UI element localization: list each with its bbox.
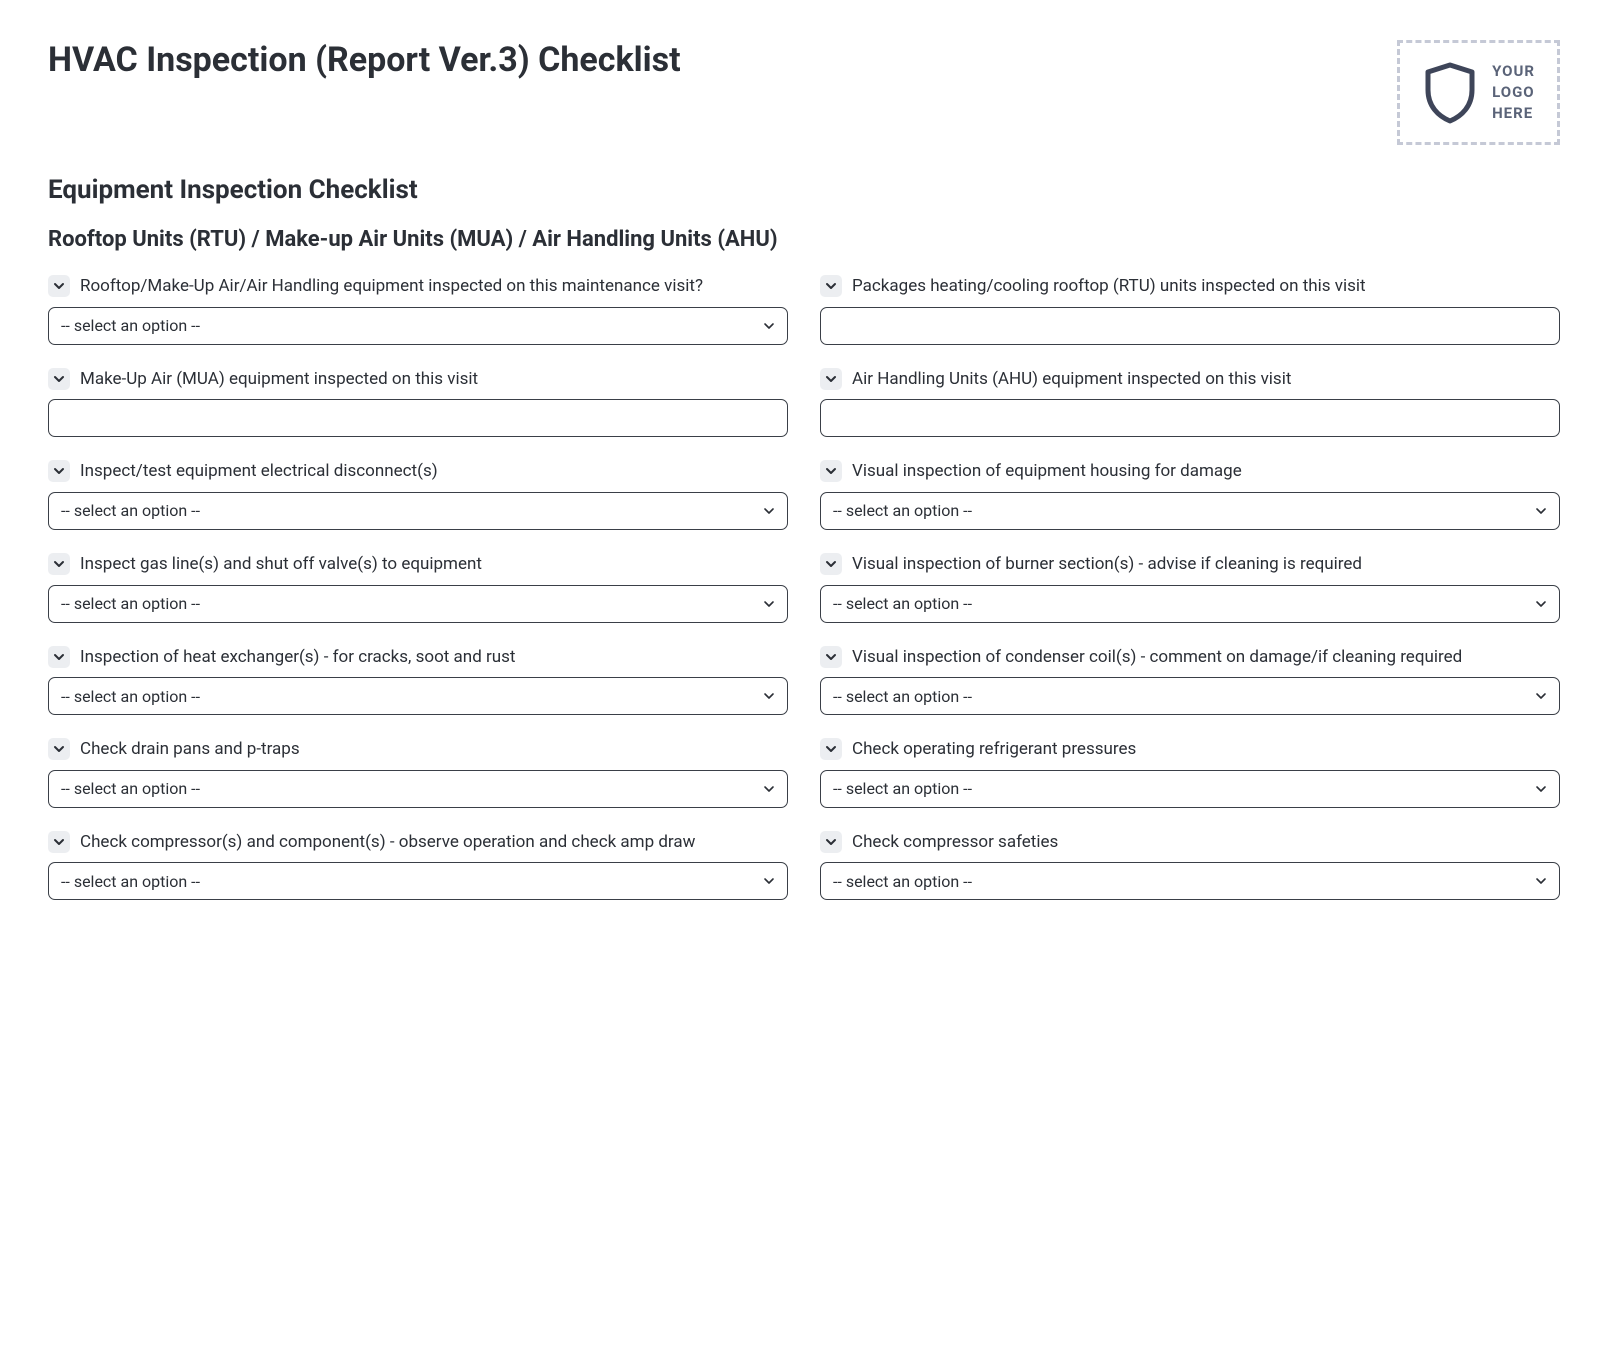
- checklist-field: Packages heating/cooling rooftop (RTU) u…: [820, 274, 1560, 345]
- select-input[interactable]: -- select an option --: [48, 862, 788, 900]
- field-label-row: Check compressor(s) and component(s) - o…: [48, 830, 788, 855]
- field-label-row: Inspect/test equipment electrical discon…: [48, 459, 788, 484]
- expand-toggle[interactable]: [820, 831, 842, 853]
- select-placeholder: -- select an option --: [833, 872, 972, 891]
- expand-toggle[interactable]: [820, 368, 842, 390]
- select-input[interactable]: -- select an option --: [48, 492, 788, 530]
- section-title: Equipment Inspection Checklist: [48, 175, 1560, 205]
- header-row: HVAC Inspection (Report Ver.3) Checklist…: [48, 40, 1560, 145]
- select-placeholder: -- select an option --: [833, 687, 972, 706]
- checklist-field: Check compressor safeties -- select an op…: [820, 830, 1560, 901]
- select-input[interactable]: -- select an option --: [820, 677, 1560, 715]
- checklist-field: Check compressor(s) and component(s) - o…: [48, 830, 788, 901]
- expand-toggle[interactable]: [48, 368, 70, 390]
- checklist-grid: Rooftop/Make-Up Air/Air Handling equipme…: [48, 274, 1560, 900]
- field-label-row: Packages heating/cooling rooftop (RTU) u…: [820, 274, 1560, 299]
- select-placeholder: -- select an option --: [61, 594, 200, 613]
- checklist-field: Visual inspection of burner section(s) -…: [820, 552, 1560, 623]
- checklist-field: Inspection of heat exchanger(s) - for cr…: [48, 645, 788, 716]
- field-label-row: Check compressor safeties: [820, 830, 1560, 855]
- select-input[interactable]: -- select an option --: [820, 492, 1560, 530]
- select-placeholder: -- select an option --: [61, 316, 200, 335]
- text-input[interactable]: [820, 307, 1560, 345]
- field-label: Check compressor safeties: [852, 830, 1058, 855]
- field-label-row: Inspection of heat exchanger(s) - for cr…: [48, 645, 788, 670]
- checklist-field: Check operating refrigerant pressures -- …: [820, 737, 1560, 808]
- field-label: Packages heating/cooling rooftop (RTU) u…: [852, 274, 1366, 299]
- checklist-field: Check drain pans and p-traps -- select an…: [48, 737, 788, 808]
- field-label: Visual inspection of condenser coil(s) -…: [852, 645, 1462, 670]
- field-label: Visual inspection of equipment housing f…: [852, 459, 1242, 484]
- field-label: Visual inspection of burner section(s) -…: [852, 552, 1362, 577]
- field-label-row: Air Handling Units (AHU) equipment inspe…: [820, 367, 1560, 392]
- expand-toggle[interactable]: [48, 646, 70, 668]
- text-input[interactable]: [48, 399, 788, 437]
- field-label: Check drain pans and p-traps: [80, 737, 300, 762]
- field-label-row: Visual inspection of condenser coil(s) -…: [820, 645, 1560, 670]
- text-input[interactable]: [820, 399, 1560, 437]
- shield-icon: [1422, 62, 1478, 124]
- expand-toggle[interactable]: [820, 275, 842, 297]
- checklist-field: Make-Up Air (MUA) equipment inspected on…: [48, 367, 788, 438]
- left-column: Rooftop/Make-Up Air/Air Handling equipme…: [48, 274, 788, 900]
- select-input[interactable]: -- select an option --: [48, 770, 788, 808]
- expand-toggle[interactable]: [48, 460, 70, 482]
- select-placeholder: -- select an option --: [833, 779, 972, 798]
- expand-toggle[interactable]: [48, 275, 70, 297]
- field-label: Inspection of heat exchanger(s) - for cr…: [80, 645, 515, 670]
- select-input[interactable]: -- select an option --: [820, 585, 1560, 623]
- select-input[interactable]: -- select an option --: [48, 307, 788, 345]
- expand-toggle[interactable]: [820, 738, 842, 760]
- select-input[interactable]: -- select an option --: [48, 677, 788, 715]
- field-label: Air Handling Units (AHU) equipment inspe…: [852, 367, 1291, 392]
- field-label: Make-Up Air (MUA) equipment inspected on…: [80, 367, 478, 392]
- select-input[interactable]: -- select an option --: [820, 770, 1560, 808]
- select-placeholder: -- select an option --: [833, 594, 972, 613]
- checklist-field: Inspect/test equipment electrical discon…: [48, 459, 788, 530]
- expand-toggle[interactable]: [820, 646, 842, 668]
- select-input[interactable]: -- select an option --: [48, 585, 788, 623]
- field-label-row: Visual inspection of burner section(s) -…: [820, 552, 1560, 577]
- select-placeholder: -- select an option --: [61, 872, 200, 891]
- field-label-row: Check drain pans and p-traps: [48, 737, 788, 762]
- field-label: Check operating refrigerant pressures: [852, 737, 1136, 762]
- checklist-field: Visual inspection of equipment housing f…: [820, 459, 1560, 530]
- select-placeholder: -- select an option --: [61, 779, 200, 798]
- field-label: Inspect gas line(s) and shut off valve(s…: [80, 552, 482, 577]
- field-label-row: Visual inspection of equipment housing f…: [820, 459, 1560, 484]
- subsection-title: Rooftop Units (RTU) / Make-up Air Units …: [48, 227, 1560, 252]
- field-label-row: Make-Up Air (MUA) equipment inspected on…: [48, 367, 788, 392]
- field-label-row: Rooftop/Make-Up Air/Air Handling equipme…: [48, 274, 788, 299]
- select-placeholder: -- select an option --: [61, 687, 200, 706]
- select-placeholder: -- select an option --: [833, 501, 972, 520]
- field-label: Inspect/test equipment electrical discon…: [80, 459, 438, 484]
- field-label-row: Inspect gas line(s) and shut off valve(s…: [48, 552, 788, 577]
- checklist-field: Air Handling Units (AHU) equipment inspe…: [820, 367, 1560, 438]
- expand-toggle[interactable]: [48, 738, 70, 760]
- expand-toggle[interactable]: [48, 553, 70, 575]
- page-title: HVAC Inspection (Report Ver.3) Checklist: [48, 40, 681, 81]
- select-input[interactable]: -- select an option --: [820, 862, 1560, 900]
- logo-placeholder[interactable]: YOUR LOGO HERE: [1397, 40, 1560, 145]
- right-column: Packages heating/cooling rooftop (RTU) u…: [820, 274, 1560, 900]
- checklist-field: Rooftop/Make-Up Air/Air Handling equipme…: [48, 274, 788, 345]
- logo-placeholder-text: YOUR LOGO HERE: [1492, 61, 1535, 124]
- checklist-field: Inspect gas line(s) and shut off valve(s…: [48, 552, 788, 623]
- select-placeholder: -- select an option --: [61, 501, 200, 520]
- expand-toggle[interactable]: [820, 460, 842, 482]
- field-label: Check compressor(s) and component(s) - o…: [80, 830, 695, 855]
- field-label-row: Check operating refrigerant pressures: [820, 737, 1560, 762]
- field-label: Rooftop/Make-Up Air/Air Handling equipme…: [80, 274, 703, 299]
- checklist-field: Visual inspection of condenser coil(s) -…: [820, 645, 1560, 716]
- expand-toggle[interactable]: [48, 831, 70, 853]
- expand-toggle[interactable]: [820, 553, 842, 575]
